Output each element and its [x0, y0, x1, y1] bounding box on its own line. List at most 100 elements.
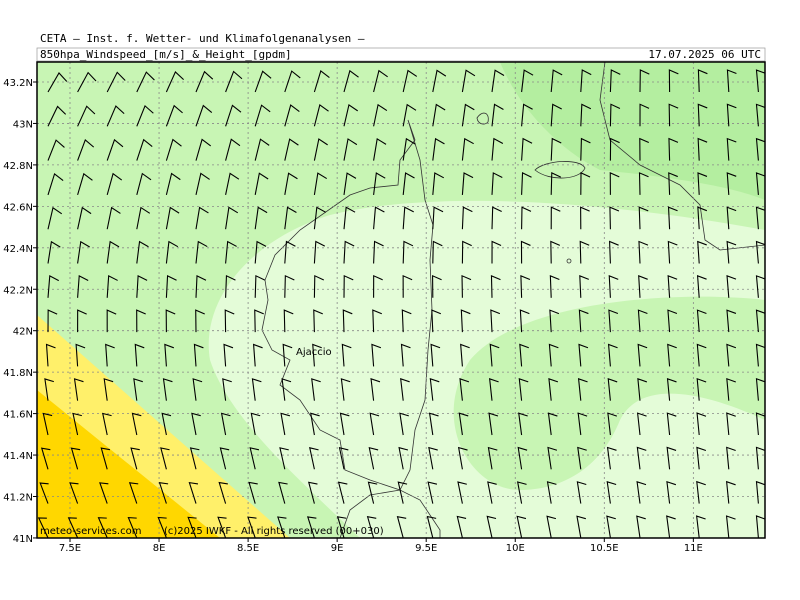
wind-barb	[189, 447, 200, 470]
wind-barb	[252, 343, 263, 367]
footer-copyright: (c)2025 IWKF - All rights reserved (00+0…	[164, 526, 384, 537]
wind-barb	[372, 309, 383, 333]
wind-barb	[491, 69, 505, 93]
wind-barb	[225, 104, 242, 127]
wind-barb	[726, 172, 737, 195]
wind-barb	[637, 377, 648, 401]
wind-barb	[550, 137, 562, 161]
lat-label: 42N	[13, 327, 33, 338]
wind-barb	[313, 240, 326, 264]
wind-barb	[726, 103, 737, 127]
wind-barb	[457, 446, 468, 470]
wind-barb	[580, 206, 590, 230]
wind-barb	[755, 377, 765, 401]
city-label: Ajaccio	[296, 347, 332, 358]
wind-barb	[77, 206, 92, 230]
wind-barb	[487, 446, 498, 470]
wind-barb	[487, 481, 497, 504]
wind-barb	[106, 309, 117, 333]
wind-barb	[279, 447, 289, 470]
wind-barb	[106, 172, 123, 196]
wind-barb	[165, 206, 180, 230]
wind-barb	[429, 378, 440, 401]
wind-barb	[249, 447, 260, 470]
wind-barb	[220, 412, 231, 436]
wind-barb	[520, 274, 531, 298]
wind-barb	[284, 70, 301, 93]
wind-barb	[668, 172, 678, 195]
wind-barb	[284, 240, 296, 264]
wind-barb	[636, 446, 647, 470]
wind-barb	[77, 71, 97, 93]
lat-label: 41.4N	[3, 451, 33, 462]
wind-barb	[399, 412, 409, 436]
wind-barb	[165, 309, 176, 333]
lat-label: 41.8N	[3, 368, 33, 379]
wind-barb	[637, 343, 648, 367]
wind-barb	[460, 343, 470, 367]
wind-barb	[373, 274, 383, 298]
wind-barb	[130, 447, 140, 470]
wind-barb	[667, 309, 678, 333]
wind-barb	[755, 240, 765, 264]
map-area	[37, 62, 765, 538]
wind-barb	[306, 516, 317, 538]
wind-barb	[254, 206, 268, 230]
wind-barb	[696, 446, 707, 470]
elba	[534, 161, 586, 179]
wind-barb	[695, 515, 706, 538]
wind-barb	[136, 206, 151, 230]
wind-barb	[195, 138, 212, 161]
wind-barb	[373, 103, 388, 127]
header-time: 17.07.2025 06 UTC	[648, 48, 761, 61]
wind-barb	[47, 274, 59, 298]
wind-barb	[639, 137, 649, 161]
wind-barb	[223, 343, 234, 367]
wind-barb	[456, 515, 467, 538]
wind-barb	[338, 447, 349, 470]
wind-barb	[254, 70, 272, 93]
wind-barb	[726, 137, 737, 161]
wind-barb	[102, 412, 112, 436]
wind-barb	[284, 172, 298, 195]
wind-barb	[47, 240, 61, 264]
wind-barb	[131, 412, 142, 436]
wind-barb	[431, 309, 442, 333]
wind-barb	[370, 378, 381, 401]
wind-barb	[343, 206, 356, 230]
wind-barb	[313, 104, 329, 127]
wind-barb	[100, 447, 111, 470]
wind-barb	[696, 377, 707, 401]
wind-barb	[546, 481, 557, 504]
wind-barb	[37, 517, 49, 538]
wind-barb	[697, 172, 708, 195]
wind-barb	[45, 343, 56, 367]
wind-barb	[400, 343, 411, 367]
wind-barb	[311, 378, 321, 401]
wind-barb	[577, 378, 588, 401]
wind-barb	[461, 103, 475, 127]
wind-barb	[491, 137, 504, 161]
wind-barb	[343, 240, 355, 264]
wind-barb	[225, 206, 239, 230]
wind-barb	[609, 103, 621, 127]
wind-barb	[696, 480, 706, 504]
wind-barb	[490, 309, 501, 333]
wind-barb	[195, 172, 210, 196]
wind-barb	[755, 137, 765, 161]
wind-barb	[726, 240, 737, 264]
wind-barb	[254, 240, 267, 264]
wind-barb	[726, 446, 736, 470]
wind-barb	[99, 482, 109, 504]
wind-barb	[67, 517, 79, 538]
wind-barb	[546, 515, 557, 538]
wind-barb	[343, 274, 354, 298]
wind-barb	[491, 103, 504, 127]
wind-barb	[47, 139, 65, 161]
wind-barb	[639, 103, 650, 127]
wind-barb	[373, 206, 385, 230]
wind-barb	[47, 105, 67, 127]
wind-barb	[432, 69, 447, 93]
wind-barb	[217, 516, 227, 538]
